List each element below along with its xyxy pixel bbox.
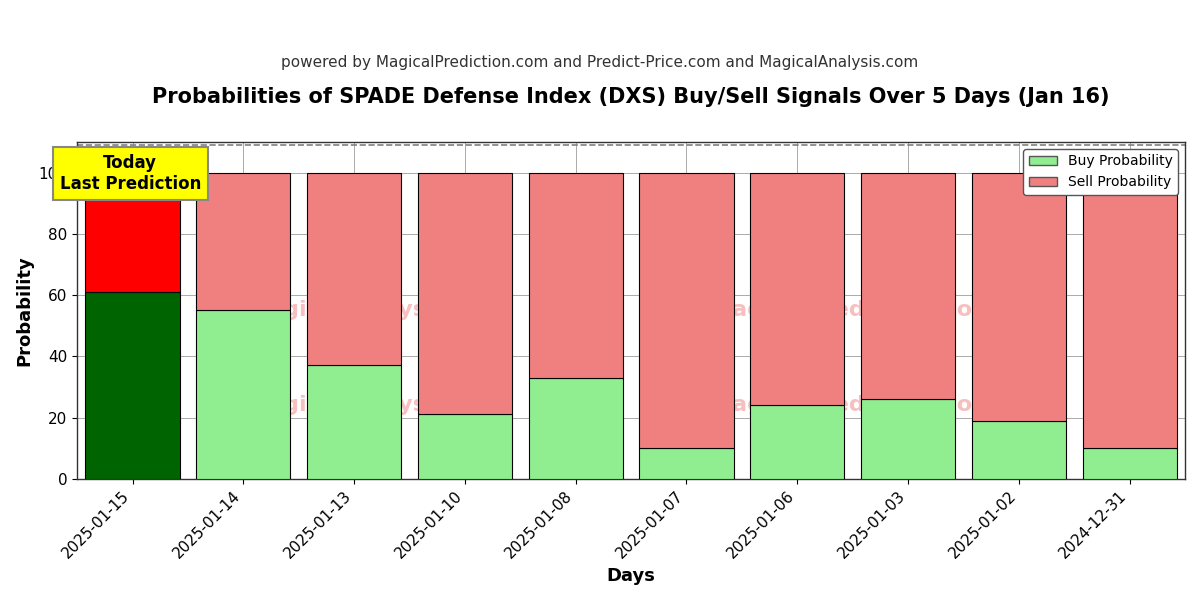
Bar <box>860 173 955 399</box>
Text: MagicalPrediction.com: MagicalPrediction.com <box>710 395 995 415</box>
Bar <box>860 399 955 479</box>
Bar <box>750 405 845 479</box>
Bar <box>85 173 180 292</box>
Text: MagicalPrediction.com: MagicalPrediction.com <box>710 301 995 320</box>
Y-axis label: Probability: Probability <box>14 255 32 366</box>
Text: MagicalAnalysis.com: MagicalAnalysis.com <box>246 301 506 320</box>
Bar <box>529 173 623 378</box>
Bar <box>418 415 512 479</box>
Text: powered by MagicalPrediction.com and Predict-Price.com and MagicalAnalysis.com: powered by MagicalPrediction.com and Pre… <box>281 55 919 70</box>
Bar <box>418 173 512 415</box>
Bar <box>972 421 1066 479</box>
Text: Today
Last Prediction: Today Last Prediction <box>60 154 202 193</box>
Bar <box>640 448 733 479</box>
Bar <box>307 365 401 479</box>
Bar <box>529 378 623 479</box>
Bar <box>307 173 401 365</box>
Text: MagicalAnalysis.com: MagicalAnalysis.com <box>246 395 506 415</box>
Bar <box>640 173 733 448</box>
Bar <box>1082 448 1177 479</box>
Bar <box>972 173 1066 421</box>
Legend: Buy Probability, Sell Probability: Buy Probability, Sell Probability <box>1024 149 1178 195</box>
Bar <box>85 292 180 479</box>
Bar <box>1082 173 1177 448</box>
X-axis label: Days: Days <box>607 567 655 585</box>
Bar <box>197 173 290 310</box>
Bar <box>750 173 845 405</box>
Title: Probabilities of SPADE Defense Index (DXS) Buy/Sell Signals Over 5 Days (Jan 16): Probabilities of SPADE Defense Index (DX… <box>152 87 1110 107</box>
Bar <box>197 310 290 479</box>
